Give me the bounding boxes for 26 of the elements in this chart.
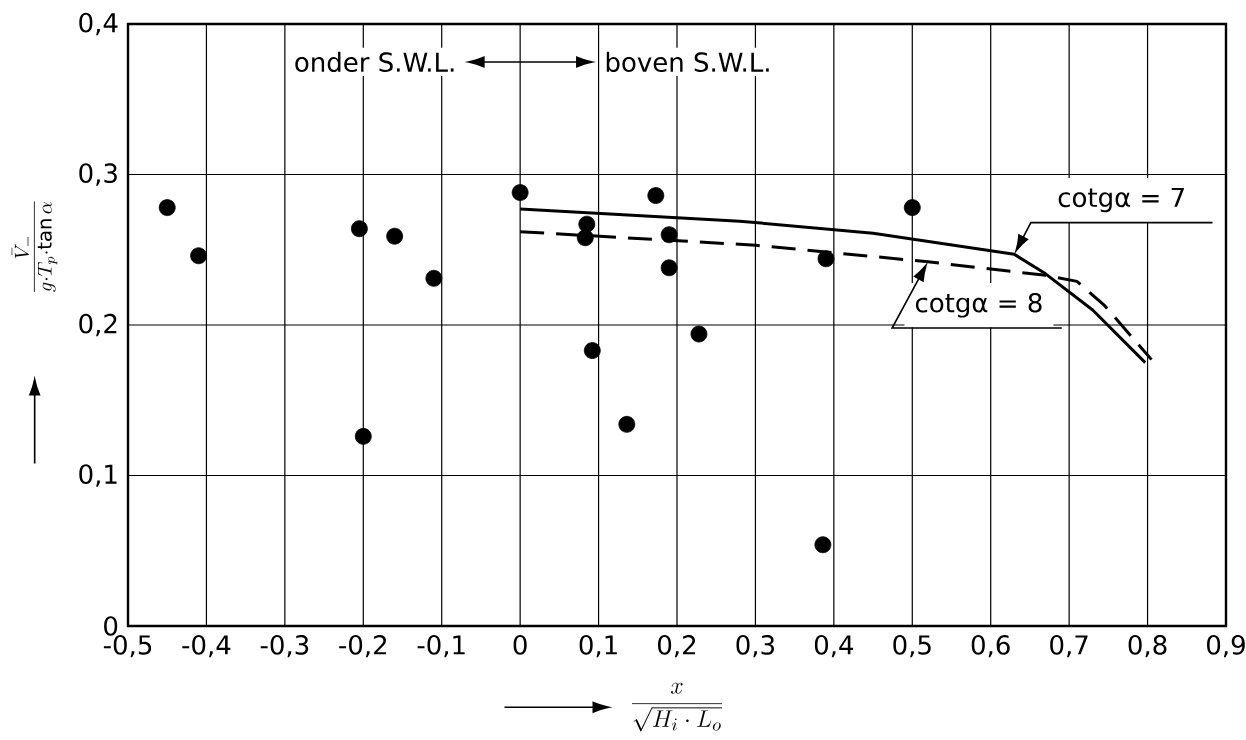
y-tick-label: 0,2: [79, 313, 117, 337]
legend-label: cotgα = 8: [915, 292, 1042, 318]
x-tick-label: 0: [513, 635, 527, 655]
y-tick-label: 0,4: [79, 12, 118, 36]
x-tick-label: 0,7: [1050, 635, 1088, 658]
x-axis-title: $\frac{x}{\sqrt{H_{i}\cdot L_{o}}}$: [631, 682, 723, 732]
x-tick-label: -0,5: [103, 635, 152, 658]
x-tick-label: -0,2: [339, 635, 387, 658]
y-axis-title: $\frac{\bar{V}_{-}}{g\cdot T_{p}\cdot\tan\alpha}$: [11, 201, 58, 293]
x-tick-label: 0,2: [658, 635, 696, 658]
annotation: boven S.W.L.: [606, 51, 769, 72]
y-tick-label: 0,1: [79, 464, 117, 487]
x-tick-label: 0,1: [579, 635, 617, 658]
x-tick-label: -0,3: [260, 635, 309, 658]
y-tick-label: 0,3: [79, 163, 117, 186]
x-tick-label: 0,6: [971, 635, 1010, 658]
annotation: onder S.W.L.: [295, 51, 454, 72]
x-tick-label: -0,1: [417, 635, 465, 658]
x-tick-label: 0,3: [736, 635, 775, 658]
x-tick-label: -0,4: [182, 635, 231, 658]
x-tick-label: 0,8: [1128, 635, 1167, 658]
text: cotgα = 7: [1058, 187, 1184, 213]
x-tick-label: 0,4: [814, 635, 854, 658]
x-tick-label: 0,9: [1207, 635, 1245, 658]
x-tick-label: 0,5: [893, 635, 931, 658]
y-tick-label: 0: [104, 616, 118, 636]
